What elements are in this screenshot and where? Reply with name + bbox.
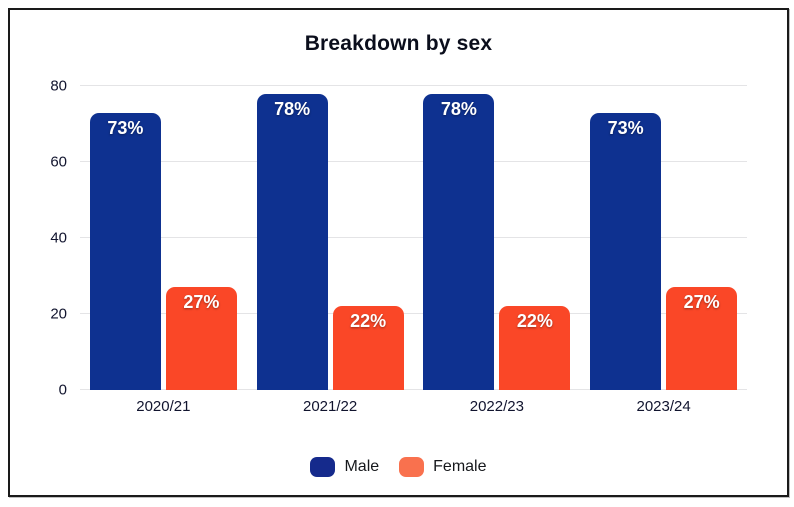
bar-group-2023-24: 73% 27% 2023/24 [580, 86, 747, 415]
bar-value-label: 22% [350, 311, 387, 332]
bar-value-label: 73% [107, 117, 144, 138]
y-tick-label: 60 [50, 153, 67, 171]
bar-group-2020-21: 73% 27% 2020/21 [80, 86, 247, 415]
gridline [80, 161, 747, 162]
bar-female-2021-22: 22% [332, 306, 404, 390]
bar-value-label: 27% [183, 292, 220, 313]
legend-swatch-female [399, 457, 425, 477]
gridline [80, 237, 747, 238]
bar-female-2022-23: 22% [499, 306, 571, 390]
x-tick-label: 2022/23 [469, 398, 524, 415]
bar-male-2022-23: 78% [423, 93, 495, 390]
bar-group-2021-22: 78% 22% 2021/22 [247, 86, 414, 415]
gridline [80, 389, 747, 390]
x-tick-label: 2020/21 [136, 398, 191, 415]
legend-swatch-male [310, 457, 336, 477]
legend: Male Female [10, 457, 787, 477]
y-tick-label: 40 [50, 229, 67, 247]
bar-value-label: 78% [274, 98, 311, 119]
x-tick-label: 2023/24 [636, 398, 691, 415]
bar-value-label: 22% [516, 311, 553, 332]
bar-value-label: 73% [607, 117, 644, 138]
legend-label-male: Male [344, 458, 380, 475]
bar-value-label: 27% [683, 292, 720, 313]
bar-male-2023-24: 73% [590, 112, 662, 390]
bar-female-2023-24: 27% [666, 287, 738, 390]
gridline [80, 313, 747, 314]
legend-item-male: Male [310, 457, 379, 477]
bar-group-2022-23: 78% 22% 2022/23 [414, 86, 581, 415]
y-tick-label: 80 [50, 77, 67, 95]
bar-value-label: 78% [440, 98, 477, 119]
legend-item-female: Female [399, 457, 487, 477]
bar-male-2021-22: 78% [256, 93, 328, 390]
bar-male-2020-21: 73% [89, 112, 161, 390]
chart-frame: Breakdown by sex 0 20 40 60 80 73% 27% 2020/21… [8, 8, 789, 497]
bar-groups: 73% 27% 2020/21 78% 22% 2021/22 78% 22% 2022/23 7… [80, 86, 747, 415]
x-tick-label: 2021/22 [303, 398, 358, 415]
bar-female-2020-21: 27% [165, 287, 237, 390]
chart-title: Breakdown by sex [304, 32, 493, 55]
plot-area: 0 20 40 60 80 73% 27% 2020/21 78% 22% 2021/22 78% 2… [50, 78, 747, 415]
y-tick-label: 20 [50, 305, 67, 323]
legend-label-female: Female [433, 458, 487, 475]
gridline [80, 85, 747, 86]
y-tick-label: 0 [58, 381, 67, 399]
